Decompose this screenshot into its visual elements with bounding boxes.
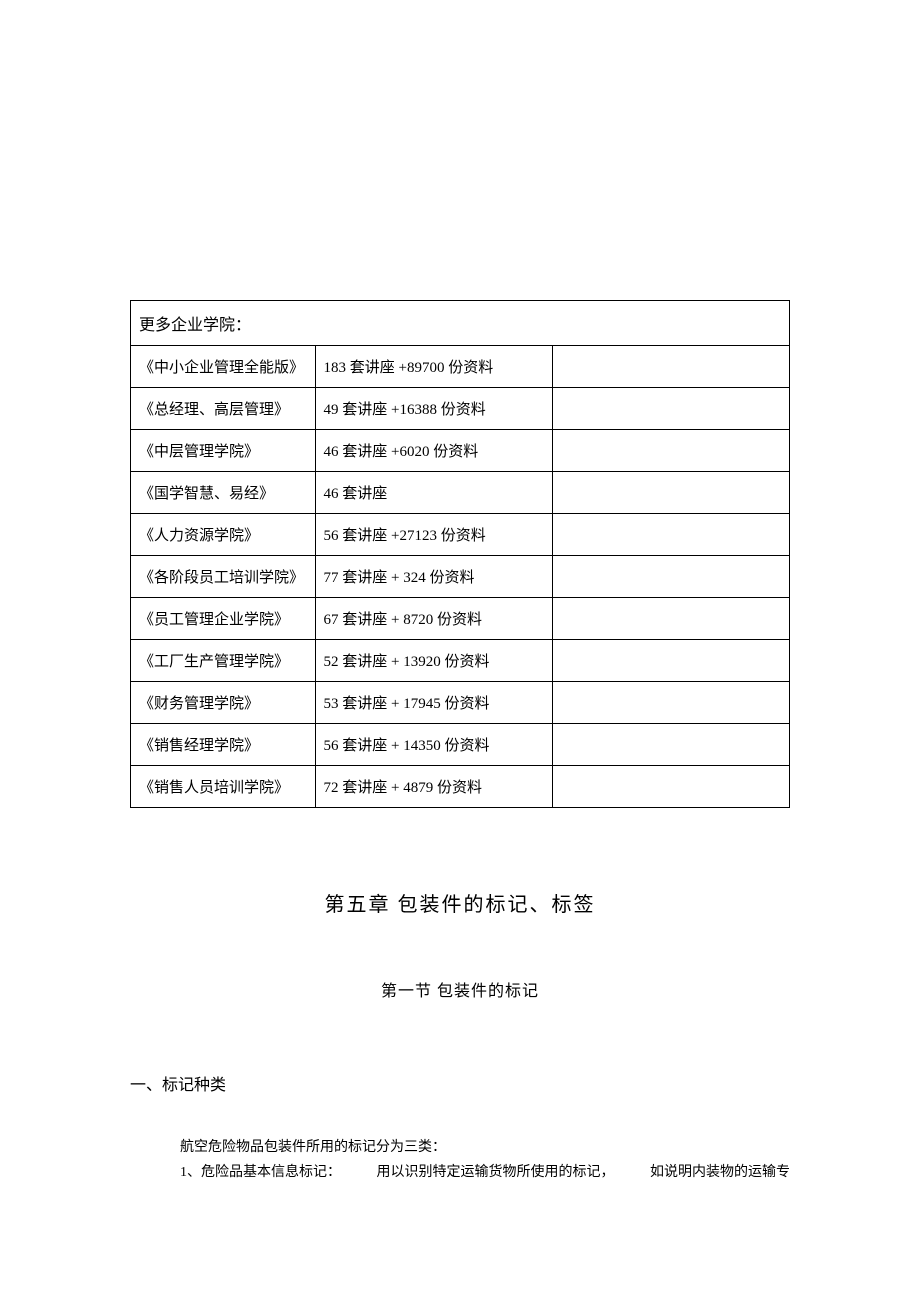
course-empty xyxy=(552,388,789,430)
table-row: 《总经理、高层管理》 49 套讲座 +16388 份资料 xyxy=(131,388,790,430)
course-desc: 56 套讲座 + 14350 份资料 xyxy=(315,724,552,766)
course-empty xyxy=(552,556,789,598)
chapter-title: 第五章 包装件的标记、标签 xyxy=(130,888,790,917)
text-segment: 如说明内装物的运输专 xyxy=(650,1160,790,1185)
table-row: 《销售人员培训学院》 72 套讲座 + 4879 份资料 xyxy=(131,766,790,808)
course-name: 《人力资源学院》 xyxy=(131,514,316,556)
course-desc: 72 套讲座 + 4879 份资料 xyxy=(315,766,552,808)
course-desc: 67 套讲座 + 8720 份资料 xyxy=(315,598,552,640)
section-title: 第一节 包装件的标记 xyxy=(130,977,790,1001)
course-name: 《中层管理学院》 xyxy=(131,430,316,472)
course-desc: 56 套讲座 +27123 份资料 xyxy=(315,514,552,556)
table-row: 《工厂生产管理学院》 52 套讲座 + 13920 份资料 xyxy=(131,640,790,682)
course-name: 《国学智慧、易经》 xyxy=(131,472,316,514)
course-desc: 77 套讲座 + 324 份资料 xyxy=(315,556,552,598)
course-name: 《销售经理学院》 xyxy=(131,724,316,766)
course-desc: 53 套讲座 + 17945 份资料 xyxy=(315,682,552,724)
course-empty xyxy=(552,598,789,640)
course-empty xyxy=(552,346,789,388)
table-row: 《员工管理企业学院》 67 套讲座 + 8720 份资料 xyxy=(131,598,790,640)
course-name: 《各阶段员工培训学院》 xyxy=(131,556,316,598)
course-empty xyxy=(552,514,789,556)
course-desc: 183 套讲座 +89700 份资料 xyxy=(315,346,552,388)
paragraph: 1、危险品基本信息标记： 用以识别特定运输货物所使用的标记， 如说明内装物的运输… xyxy=(180,1160,790,1185)
table-row: 《中小企业管理全能版》 183 套讲座 +89700 份资料 xyxy=(131,346,790,388)
paragraph: 航空危险物品包装件所用的标记分为三类： xyxy=(180,1135,790,1160)
course-empty xyxy=(552,430,789,472)
table-header-cell: 更多企业学院： xyxy=(131,301,790,346)
course-empty xyxy=(552,472,789,514)
course-name: 《总经理、高层管理》 xyxy=(131,388,316,430)
course-name: 《销售人员培训学院》 xyxy=(131,766,316,808)
table-row: 《财务管理学院》 53 套讲座 + 17945 份资料 xyxy=(131,682,790,724)
course-table: 更多企业学院： 《中小企业管理全能版》 183 套讲座 +89700 份资料 《… xyxy=(130,300,790,808)
course-empty xyxy=(552,766,789,808)
course-empty xyxy=(552,640,789,682)
course-name: 《中小企业管理全能版》 xyxy=(131,346,316,388)
course-empty xyxy=(552,682,789,724)
table-row: 《国学智慧、易经》 46 套讲座 xyxy=(131,472,790,514)
course-name: 《员工管理企业学院》 xyxy=(131,598,316,640)
table-row: 《人力资源学院》 56 套讲座 +27123 份资料 xyxy=(131,514,790,556)
table-header-row: 更多企业学院： xyxy=(131,301,790,346)
course-desc: 49 套讲座 +16388 份资料 xyxy=(315,388,552,430)
section-heading: 一、标记种类 xyxy=(130,1071,790,1095)
course-desc: 46 套讲座 xyxy=(315,472,552,514)
table-row: 《各阶段员工培训学院》 77 套讲座 + 324 份资料 xyxy=(131,556,790,598)
course-empty xyxy=(552,724,789,766)
text-segment: 用以识别特定运输货物所使用的标记， xyxy=(377,1160,615,1185)
course-desc: 52 套讲座 + 13920 份资料 xyxy=(315,640,552,682)
table-row: 《销售经理学院》 56 套讲座 + 14350 份资料 xyxy=(131,724,790,766)
course-desc: 46 套讲座 +6020 份资料 xyxy=(315,430,552,472)
course-name: 《财务管理学院》 xyxy=(131,682,316,724)
table-row: 《中层管理学院》 46 套讲座 +6020 份资料 xyxy=(131,430,790,472)
text-segment: 1、危险品基本信息标记： xyxy=(180,1160,341,1185)
course-name: 《工厂生产管理学院》 xyxy=(131,640,316,682)
document-content: 更多企业学院： 《中小企业管理全能版》 183 套讲座 +89700 份资料 《… xyxy=(0,0,920,1245)
